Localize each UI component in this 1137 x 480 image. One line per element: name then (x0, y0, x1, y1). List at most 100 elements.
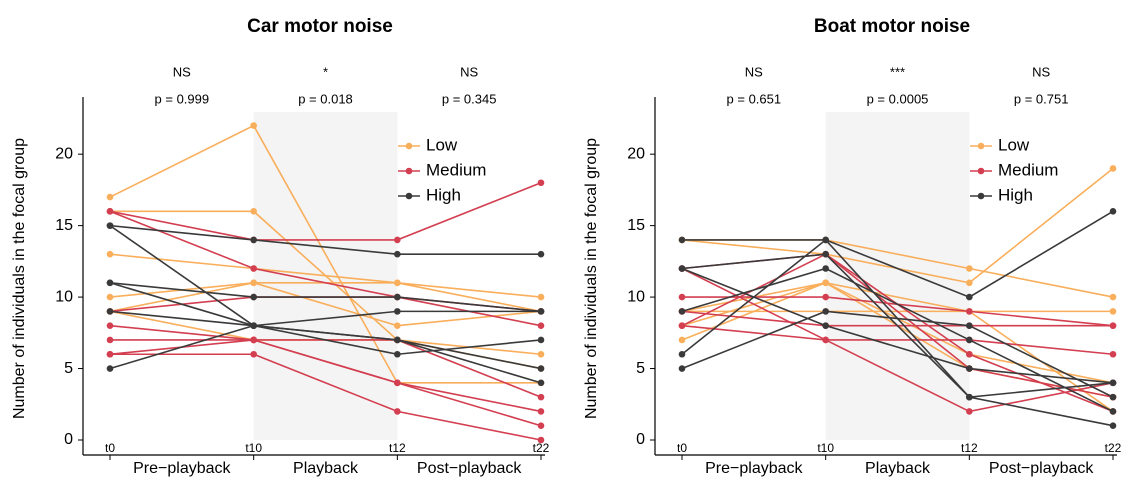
data-point (537, 422, 545, 430)
data-point (1109, 422, 1117, 430)
data-line (681, 267, 1114, 384)
data-point (822, 293, 829, 301)
data-line (109, 253, 542, 313)
data-point (1109, 408, 1117, 415)
data-point (537, 379, 545, 387)
data-point (537, 250, 545, 258)
phase-label: Playback (293, 460, 359, 477)
data-line (110, 353, 542, 441)
data-point (394, 336, 401, 344)
data-point (537, 393, 545, 401)
data-point (250, 279, 257, 287)
significance: NS (460, 64, 478, 79)
legend-label: Medium (426, 160, 486, 179)
p-value: p = 0.751 (1014, 91, 1069, 106)
data-point (966, 336, 973, 344)
data-point (966, 393, 973, 401)
data-point (1109, 165, 1117, 172)
legend-label: Low (426, 135, 458, 154)
data-line (109, 281, 542, 313)
data-point (250, 122, 257, 129)
data-point (250, 293, 257, 301)
significance: *** (890, 64, 905, 79)
data-point (1109, 350, 1117, 358)
y-tick-label: 20 (627, 145, 645, 162)
data-point (1109, 322, 1117, 329)
data-point (966, 293, 973, 301)
data-point (1109, 293, 1117, 301)
data-point (106, 222, 114, 229)
data-point (106, 293, 114, 301)
data-point (822, 308, 829, 315)
phase-label: Post−playback (417, 460, 523, 477)
phase-label: Playback (865, 460, 931, 477)
data-point (394, 279, 401, 287)
data-point (678, 265, 686, 272)
data-point (537, 308, 545, 315)
data-line (681, 310, 1114, 398)
legend-marker (405, 192, 413, 200)
legend-marker (405, 142, 413, 150)
y-tick-label: 0 (64, 431, 73, 448)
data-point (1109, 208, 1117, 215)
data-point (394, 408, 401, 415)
data-line (109, 224, 541, 256)
data-point (537, 322, 545, 329)
data-point (250, 236, 257, 244)
data-point (966, 322, 973, 329)
legend-marker (977, 167, 985, 175)
data-point (106, 350, 114, 358)
data-point (822, 250, 829, 258)
data-point (394, 350, 401, 358)
data-point (106, 336, 114, 344)
significance: NS (1032, 64, 1050, 79)
phase-label: Pre−playback (133, 460, 231, 477)
legend-marker (405, 167, 413, 175)
x-tick-label: t22 (533, 441, 550, 455)
y-tick-label: 0 (636, 431, 645, 448)
data-point (537, 365, 545, 372)
data-point (822, 265, 829, 272)
data-point (822, 236, 829, 244)
significance: NS (745, 64, 763, 79)
data-point (966, 408, 973, 415)
y-tick-label: 5 (636, 360, 645, 377)
p-value: p = 0.345 (442, 91, 497, 106)
legend-label: Low (998, 135, 1030, 154)
data-point (966, 308, 973, 315)
data-point (394, 379, 401, 387)
data-point (822, 336, 829, 344)
data-point (966, 279, 973, 287)
data-point (106, 208, 114, 215)
playback-shade (825, 112, 970, 440)
y-tick-label: 10 (627, 288, 645, 305)
data-point (1109, 379, 1117, 387)
data-line (109, 310, 542, 356)
x-tick-label: t12 (389, 441, 406, 455)
data-line (109, 281, 542, 327)
data-point (106, 250, 114, 258)
significance: NS (173, 64, 191, 79)
y-tick-label: 20 (55, 145, 73, 162)
data-line (681, 253, 1114, 398)
data-line (109, 224, 542, 370)
data-point (822, 279, 829, 287)
data-point (678, 293, 686, 301)
data-point (537, 408, 545, 415)
data-point (106, 279, 114, 287)
data-line (109, 182, 542, 241)
data-point (106, 193, 114, 201)
y-tick-label: 15 (55, 217, 73, 234)
significance: * (323, 64, 328, 79)
x-tick-label: t0 (105, 441, 115, 455)
x-tick-label: t10 (245, 441, 262, 455)
legend-marker (977, 142, 985, 150)
data-point (537, 350, 545, 358)
data-line (682, 210, 1114, 298)
p-value: p = 0.0005 (867, 91, 929, 106)
p-value: p = 0.018 (298, 91, 353, 106)
data-point (678, 322, 686, 329)
data-point (966, 265, 973, 272)
data-point (250, 350, 257, 358)
